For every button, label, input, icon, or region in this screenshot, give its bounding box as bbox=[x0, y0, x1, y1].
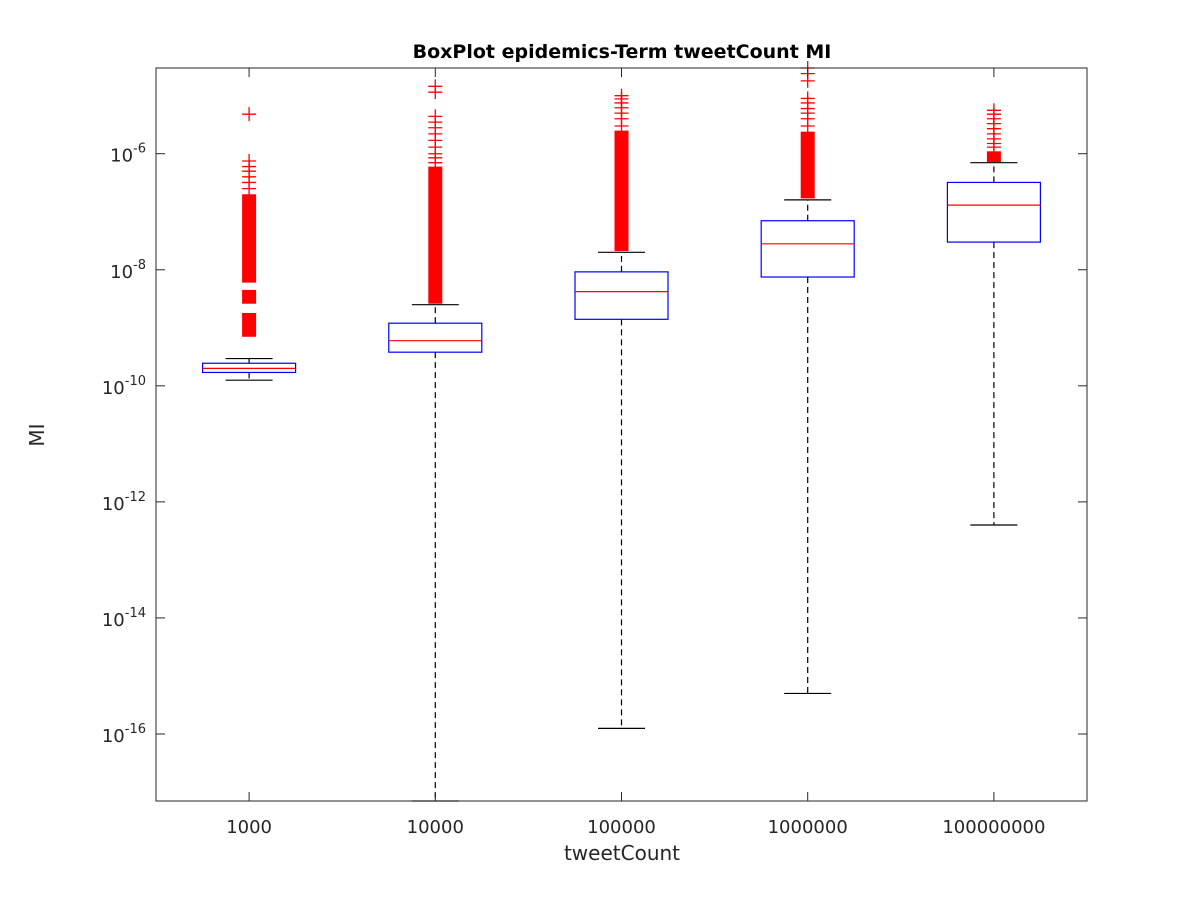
box-iqr bbox=[946, 181, 1042, 243]
outlier-marker bbox=[428, 79, 443, 94]
x-tick-label: 100000000 bbox=[942, 817, 1045, 838]
y-tick-exponent: -10 bbox=[125, 374, 146, 389]
outlier-cluster bbox=[614, 130, 629, 252]
y-tick-exponent: -12 bbox=[125, 490, 146, 505]
axes-layer: 1000 10000 100000 1000000 10000000010-1610-1… bbox=[102, 67, 1088, 838]
y-tick-base: 10 bbox=[102, 610, 125, 631]
y-tick-exponent: -14 bbox=[125, 606, 146, 621]
box-iqr bbox=[574, 271, 669, 320]
outlier-marker bbox=[242, 153, 257, 168]
outlier-marker bbox=[800, 91, 815, 106]
box-group-100000 bbox=[574, 88, 669, 729]
outlier-cluster bbox=[428, 166, 443, 304]
outlier-cluster bbox=[242, 194, 257, 283]
y-tick-base: 10 bbox=[110, 262, 133, 283]
outlier-marker bbox=[428, 109, 443, 124]
box-iqr bbox=[388, 322, 483, 353]
y-tick-exponent: -8 bbox=[133, 258, 146, 273]
y-tick-label: 10-16 bbox=[102, 722, 146, 747]
y-tick-label: 10-14 bbox=[102, 606, 146, 631]
chart-title: BoxPlot epidemics-Term tweetCount MI bbox=[413, 41, 832, 63]
x-tick-label: 100000 bbox=[587, 817, 656, 838]
y-tick-exponent: -16 bbox=[125, 722, 146, 737]
box-group-1000000 bbox=[760, 61, 855, 695]
y-tick-label: 10-12 bbox=[102, 490, 146, 515]
y-tick-label: 10-6 bbox=[110, 142, 146, 167]
box-group-1000 bbox=[202, 107, 297, 381]
x-tick-label: 10000 bbox=[407, 817, 464, 838]
x-tick-label: 1000000 bbox=[768, 817, 848, 838]
y-tick-base: 10 bbox=[110, 146, 133, 167]
y-tick-base: 10 bbox=[102, 378, 125, 399]
outlier-marker bbox=[614, 88, 629, 103]
x-tick-label: 1000 bbox=[226, 817, 272, 838]
y-tick-exponent: -6 bbox=[133, 142, 146, 157]
outlier-marker bbox=[242, 107, 257, 122]
box-group-10000 bbox=[388, 79, 483, 802]
box-group-100000000 bbox=[946, 103, 1042, 526]
boxes-layer bbox=[202, 61, 1042, 802]
y-tick-label: 10-8 bbox=[110, 258, 146, 283]
y-tick-label: 10-10 bbox=[102, 374, 146, 399]
outlier-cluster bbox=[800, 131, 815, 199]
box-iqr bbox=[760, 220, 855, 278]
outlier-cluster bbox=[242, 289, 257, 304]
outlier-marker bbox=[986, 103, 1001, 118]
y-axis-label: MI bbox=[25, 423, 49, 446]
outlier-cluster bbox=[986, 151, 1001, 162]
outlier-cluster bbox=[242, 312, 257, 337]
y-tick-base: 10 bbox=[102, 726, 125, 747]
y-tick-base: 10 bbox=[102, 494, 125, 515]
x-axis-label: tweetCount bbox=[564, 841, 680, 865]
